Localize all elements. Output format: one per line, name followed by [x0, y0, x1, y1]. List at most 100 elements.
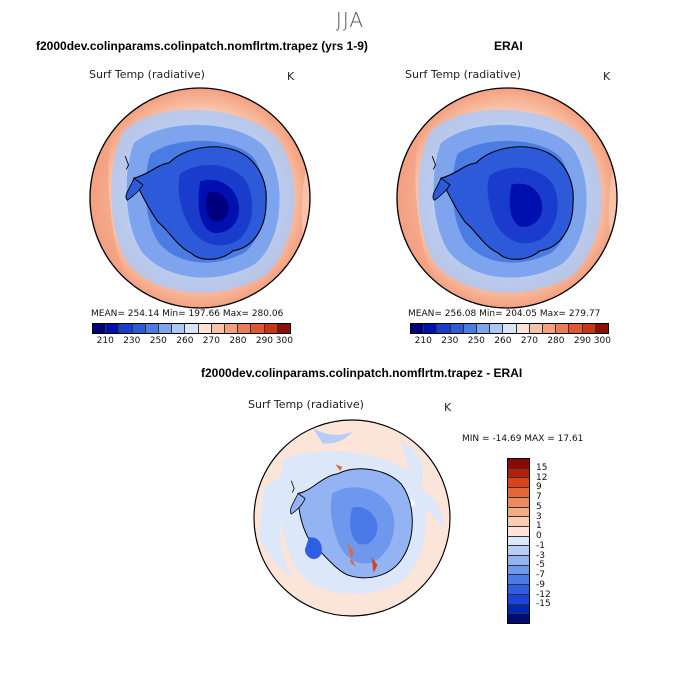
colorbar-tick-label: 250: [149, 336, 167, 346]
right-units: K: [603, 70, 611, 83]
colorbar-swatch: [508, 594, 529, 605]
colorbar-swatch: [185, 324, 199, 333]
colorbar-tick-label: 270: [520, 336, 538, 346]
colorbar-tick-label: 230: [123, 336, 141, 346]
right-variable-title: Surf Temp (radiative): [405, 68, 521, 81]
colorbar-swatch: [508, 556, 529, 566]
season-title: JJA: [335, 8, 365, 32]
colorbar-swatch: [424, 324, 438, 333]
left-colorbar: [92, 323, 291, 334]
left-units: K: [287, 70, 295, 83]
colorbar-swatch: [477, 324, 491, 333]
colorbar-swatch: [508, 468, 529, 479]
colorbar-swatch: [238, 324, 252, 333]
left-case-title: f2000dev.colinparams.colinpatch.nomflrtm…: [36, 39, 368, 53]
colorbar-swatch: [503, 324, 517, 333]
colorbar-swatch: [508, 546, 529, 557]
colorbar-tick-label: 1: [536, 521, 542, 532]
colorbar-tick-label: 250: [467, 336, 485, 346]
diff-polar-map: [253, 419, 451, 617]
colorbar-swatch: [595, 324, 609, 333]
colorbar-swatch: [508, 488, 529, 498]
right-polar-map: [396, 87, 618, 309]
left-variable-title: Surf Temp (radiative): [89, 68, 205, 81]
colorbar-swatch: [198, 324, 212, 333]
colorbar-tick-label: 270: [202, 336, 220, 346]
colorbar-swatch: [159, 324, 173, 333]
colorbar-swatch: [508, 517, 529, 527]
colorbar-tick-label: 3: [536, 511, 542, 522]
colorbar-swatch: [508, 614, 529, 623]
colorbar-swatch: [225, 324, 239, 333]
left-colorbar-ticks: 210 230 250 260 270 280 290 300: [92, 336, 293, 348]
colorbar-tick-label: 280: [229, 336, 247, 346]
colorbar-tick-label: 0: [536, 531, 542, 542]
colorbar-swatch: [450, 324, 464, 333]
right-colorbar: [410, 323, 609, 334]
colorbar-tick-label: -15: [536, 599, 551, 610]
colorbar-swatch: [132, 324, 146, 333]
colorbar-swatch: [277, 324, 291, 333]
colorbar-tick-label: 9: [536, 482, 542, 493]
colorbar-swatch: [490, 324, 504, 333]
colorbar-tick-label: -5: [536, 560, 545, 571]
colorbar-swatch: [516, 324, 530, 333]
colorbar-swatch: [251, 324, 265, 333]
colorbar-tick-label: 230: [441, 336, 459, 346]
colorbar-tick-label: 210: [414, 336, 432, 346]
colorbar-tick-label: 12: [536, 472, 548, 483]
colorbar-swatch: [211, 324, 226, 333]
colorbar-swatch: [145, 324, 160, 333]
colorbar-tick-label: -1: [536, 540, 545, 551]
colorbar-swatch: [411, 324, 425, 333]
diff-title: f2000dev.colinparams.colinpatch.nomflrtm…: [201, 366, 523, 380]
colorbar-swatch: [508, 497, 529, 508]
colorbar-tick-label: -7: [536, 570, 545, 581]
right-stats: MEAN= 256.08 Min= 204.05 Max= 279.77: [408, 309, 601, 319]
colorbar-tick-label: -12: [536, 589, 551, 600]
colorbar-tick-label: -9: [536, 579, 545, 590]
left-polar-map: [89, 87, 311, 309]
colorbar-tick-label: 5: [536, 501, 542, 512]
colorbar-swatch: [508, 507, 529, 518]
colorbar-tick-label: 260: [494, 336, 512, 346]
diff-units: K: [444, 401, 452, 414]
colorbar-swatch: [508, 565, 529, 576]
colorbar-swatch: [508, 585, 529, 595]
colorbar-swatch: [119, 324, 133, 333]
right-case-title: ERAI: [494, 39, 523, 53]
colorbar-swatch: [264, 324, 278, 333]
colorbar-tick-label: 280: [547, 336, 565, 346]
colorbar-tick-label: -3: [536, 550, 545, 561]
colorbar-swatch: [508, 604, 529, 615]
colorbar-tick-label: 7: [536, 492, 542, 503]
colorbar-tick-label: 260: [176, 336, 194, 346]
colorbar-swatch: [172, 324, 186, 333]
left-stats: MEAN= 254.14 Min= 197.66 Max= 280.06: [91, 309, 284, 319]
colorbar-tick-label: 15: [536, 462, 548, 473]
colorbar-swatch: [508, 575, 529, 586]
colorbar-swatch: [556, 324, 570, 333]
colorbar-swatch: [508, 536, 529, 547]
diff-colorbar-ticks: 15 12 9 7 5 3 1 0 -1 -3 -5 -7 -9 -12 -15: [536, 458, 566, 622]
colorbar-tick-label: 300: [593, 336, 611, 346]
colorbar-swatch: [463, 324, 478, 333]
colorbar-swatch: [529, 324, 544, 333]
colorbar-swatch: [93, 324, 107, 333]
colorbar-swatch: [437, 324, 451, 333]
colorbar-tick-label: 210: [96, 336, 114, 346]
diff-stats: MIN = -14.69 MAX = 17.61: [462, 434, 584, 444]
right-colorbar-ticks: 210 230 250 260 270 280 290 300: [410, 336, 611, 348]
colorbar-swatch: [106, 324, 120, 333]
colorbar-tick-label: 300: [275, 336, 293, 346]
colorbar-swatch: [508, 478, 529, 489]
colorbar-tick-label: 290: [255, 336, 274, 346]
colorbar-swatch: [569, 324, 583, 333]
colorbar-swatch: [543, 324, 557, 333]
diff-colorbar: [507, 458, 530, 624]
diff-variable-title: Surf Temp (radiative): [248, 398, 364, 411]
colorbar-swatch: [508, 459, 529, 469]
colorbar-tick-label: 290: [573, 336, 592, 346]
colorbar-swatch: [582, 324, 596, 333]
colorbar-swatch: [508, 526, 529, 537]
